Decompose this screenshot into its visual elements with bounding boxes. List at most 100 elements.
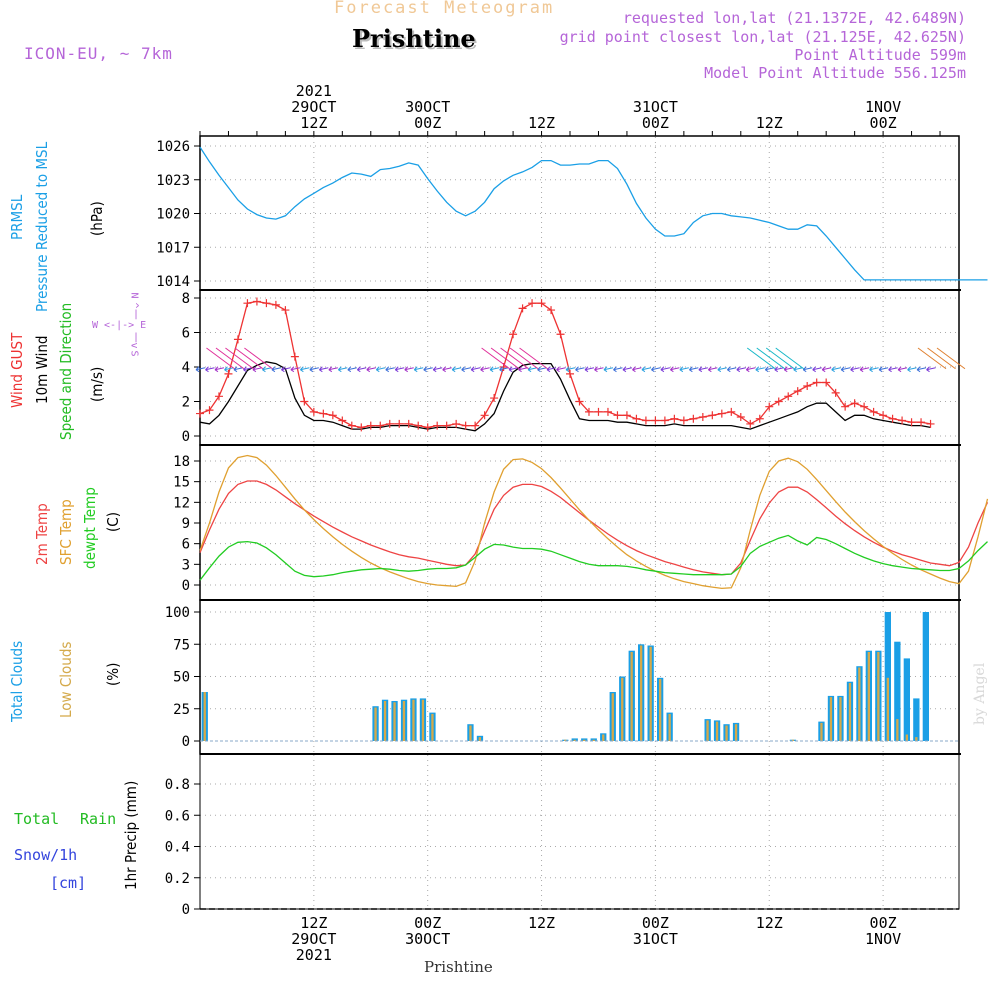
wind-direction-arrow [736, 366, 746, 373]
wind-direction-arrow [470, 366, 481, 373]
time-label-bottom: 2021 [296, 946, 332, 964]
model-point-altitude: Model Point Altitude 556.125m [704, 64, 966, 82]
wind-direction-arrow [613, 366, 623, 373]
wind-direction-arrow [802, 366, 813, 373]
wind-gust-arrow [509, 347, 539, 370]
y-tick-label: 1026 [156, 139, 190, 155]
temp-2m-line [199, 480, 989, 576]
wind-direction-arrow [366, 366, 376, 373]
gust-marker [879, 411, 888, 420]
gust-marker [679, 416, 688, 425]
wind-direction-arrow [907, 366, 917, 373]
low-cloud-bar [915, 737, 918, 741]
total-cloud-bar [903, 658, 910, 741]
time-label-bottom: 12Z [756, 914, 783, 932]
wind-direction-arrow [707, 366, 718, 373]
gust-marker [888, 414, 897, 423]
wind-gust-line [199, 300, 931, 429]
total-cloud-bar [922, 612, 929, 741]
gust-marker [860, 402, 869, 411]
wind-direction-arrow [926, 366, 936, 373]
gust-marker [755, 414, 764, 423]
low-cloud-bar [848, 683, 852, 741]
wind-direction-arrow [432, 366, 443, 373]
wind-direction-arrow [859, 366, 870, 373]
gust-marker [660, 416, 669, 425]
wind-direction-arrow [622, 366, 633, 373]
panel-wind: 0 2 4 6 8 [182, 289, 960, 446]
gust-marker [414, 421, 423, 430]
time-label-top: 1NOV [865, 98, 901, 116]
low-cloud-bar [412, 699, 415, 741]
gust-marker [309, 407, 318, 416]
forecast-title: Forecast Meteogram [334, 0, 555, 18]
wind-10m-line [199, 361, 931, 432]
y-tick-label: 0.4 [165, 840, 190, 856]
gust-marker [708, 411, 717, 420]
compass-bar-bottom: | [133, 332, 140, 343]
low-cloud-bar [640, 645, 643, 741]
wind-direction-arrow [783, 366, 794, 373]
low-cloud-bar [867, 652, 870, 741]
low-cloud-bar [791, 739, 795, 741]
y-tick-label: 0 [182, 578, 190, 594]
wind-direction-arrow [850, 366, 860, 373]
gust-marker [613, 411, 622, 420]
wind-direction-arrow [262, 366, 272, 373]
low-cloud-bar [820, 722, 823, 741]
precip-rain-label: Rain [80, 810, 117, 828]
wind-direction-arrow [489, 366, 500, 373]
wind-direction-arrow [252, 366, 263, 373]
point-altitude: Point Altitude 599m [794, 46, 966, 64]
time-label-top: 00Z [870, 114, 897, 132]
wind-direction-arrow [385, 366, 395, 373]
panel-temperature: 0 3 6 9 12 15 18 [173, 444, 960, 601]
wind-direction-arrow [205, 366, 215, 373]
gust-marker [385, 419, 394, 428]
wind-direction-arrow [575, 366, 585, 373]
gust-marker [727, 407, 736, 416]
wind-gust-arrow [765, 347, 795, 370]
time-label-bottom: 30OCT [405, 930, 450, 948]
time-label-top: 00Z [642, 114, 669, 132]
panel-precipitation: 0 0.2 0.4 0.6 0.8 [165, 753, 960, 918]
wind-direction-arrow [461, 366, 471, 373]
y-tick-label: 0.8 [165, 777, 190, 793]
wind-gust-arrow [917, 347, 947, 370]
low-cloud-bar [583, 739, 586, 741]
low-cloud-bar [478, 737, 481, 741]
wind-compass: N ^ | W <-|-> E | v S [92, 290, 182, 360]
low-cloud-bar [905, 734, 908, 741]
wind-gust-arrow [206, 347, 235, 370]
snow-label: Snow/1h [14, 846, 78, 864]
gust-marker [907, 418, 916, 427]
gust-marker [689, 414, 698, 423]
gust-marker [271, 300, 280, 309]
gust-marker [528, 299, 537, 308]
low-cloud-bar [611, 693, 614, 741]
gust-marker [898, 416, 907, 425]
wind-gust-arrow [936, 347, 966, 370]
low-cloud-bar [421, 699, 425, 741]
low-cloud-bar [621, 677, 624, 741]
time-label-bottom: 00Z [414, 914, 441, 932]
low-cloud-bar [469, 725, 472, 741]
low-cloud-bar [858, 667, 861, 741]
wind-gust-arrow [500, 347, 529, 370]
wind-direction-arrow [347, 366, 357, 373]
wind-direction-arrow [480, 366, 490, 373]
gust-marker [252, 297, 261, 306]
gust-marker [632, 414, 641, 423]
wind-direction-arrow [224, 366, 234, 373]
wind-direction-arrow [679, 366, 689, 373]
wind-direction-arrow [290, 366, 300, 373]
low-cloud-bar [886, 677, 889, 741]
gust-marker [224, 369, 233, 378]
wind-gust-arrow [775, 347, 805, 370]
y-tick-label: 0 [182, 429, 190, 445]
gust-marker [366, 421, 375, 430]
time-label-bottom: 00Z [642, 914, 669, 932]
time-label-top: 12Z [300, 114, 327, 132]
wind-direction-arrow [812, 366, 822, 373]
